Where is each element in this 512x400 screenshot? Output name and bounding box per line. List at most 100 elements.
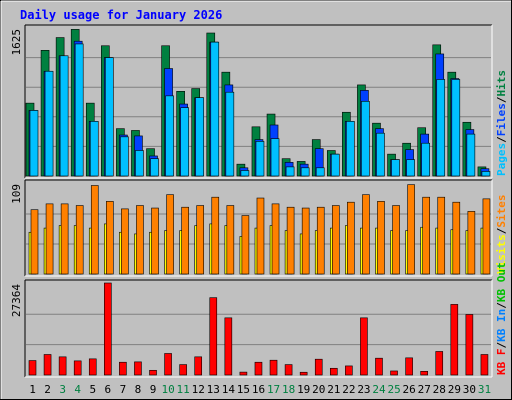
x-tick-label: 10 — [161, 383, 174, 396]
bar-pages — [361, 101, 370, 177]
bar-kbf — [149, 369, 157, 376]
x-tick-label: 13 — [207, 383, 220, 396]
bar-sites — [136, 205, 144, 275]
x-tick-label: 2 — [44, 383, 51, 396]
bar-kbf — [314, 358, 323, 376]
bar-pages — [225, 91, 235, 177]
x-tick-label: 30 — [463, 383, 476, 396]
bar-sites — [151, 207, 159, 275]
bar-kbf — [88, 358, 97, 376]
bar-pages — [466, 133, 476, 177]
bar-pages — [59, 55, 69, 177]
x-tick-label: 15 — [237, 383, 250, 396]
x-tick-label: 22 — [342, 383, 355, 396]
bar-pages — [315, 167, 325, 177]
legend-entry: KB Out — [495, 262, 508, 302]
bar-kbf — [299, 371, 308, 376]
x-tick-label: 5 — [89, 383, 96, 396]
bar-sites — [482, 198, 491, 275]
bar-sites — [271, 203, 280, 275]
bar-sites — [316, 206, 325, 275]
bar-sites — [377, 201, 385, 275]
bar-pages — [105, 57, 114, 177]
bar-kbf — [239, 371, 248, 376]
bar-sites — [181, 206, 189, 275]
x-tick-label: 16 — [252, 383, 265, 396]
bar-pages — [300, 167, 310, 177]
bar-kbf — [73, 360, 82, 376]
bar-sites — [422, 196, 430, 275]
bar-kbf — [209, 297, 218, 376]
bar-sites — [60, 203, 69, 275]
x-tick-label: 24 — [372, 383, 386, 396]
x-tick-label: 20 — [312, 383, 325, 396]
bar-sites — [211, 196, 220, 275]
x-tick-label: 31 — [478, 383, 491, 396]
bar-sites — [347, 201, 355, 275]
x-tick-label: 4 — [74, 383, 81, 396]
x-tick-label: 14 — [222, 383, 236, 396]
bar-pages — [451, 79, 461, 177]
bar-sites — [392, 205, 400, 275]
bar-kbf — [450, 304, 459, 376]
bar-sites — [286, 206, 295, 275]
x-tick-label: 12 — [192, 383, 205, 396]
bar-pages — [346, 121, 355, 177]
bar-kbf — [179, 364, 187, 376]
legend: Pages/Files/Hits — [495, 70, 508, 176]
legend-entry: / — [495, 136, 508, 143]
legend-entry: / — [495, 227, 508, 234]
x-tick-label: 19 — [297, 383, 310, 396]
bar-kbf — [104, 282, 112, 376]
bar-sites — [90, 185, 99, 275]
bar-sites — [166, 194, 174, 275]
bar-pages — [210, 41, 220, 177]
y-max-label: 27364 — [10, 284, 23, 317]
bar-sites — [226, 205, 235, 275]
bar-pages — [150, 158, 159, 177]
bar-sites — [331, 205, 340, 275]
bar-pages — [270, 138, 280, 177]
bar-pages — [195, 97, 205, 177]
bar-kbf — [329, 367, 338, 376]
legend-entry: Hits — [495, 70, 508, 97]
x-tick-label: 25 — [387, 383, 400, 396]
bar-pages — [29, 110, 39, 177]
legend-entry: Pages — [495, 143, 508, 176]
bar-sites — [452, 201, 461, 275]
bar-sites — [30, 209, 39, 275]
legend-entry: KB F — [495, 349, 508, 376]
legend-entry: / — [495, 342, 508, 349]
bar-pages — [436, 79, 446, 177]
bar-kbf — [119, 361, 127, 376]
bar-pages — [330, 153, 340, 177]
bar-kbf — [134, 361, 142, 376]
bar-pages — [421, 142, 430, 177]
x-tick-label: 17 — [267, 383, 280, 396]
legend: KB F/KB In/KB Out — [495, 262, 508, 375]
y-max-label: 109 — [10, 184, 23, 204]
bar-kbf — [269, 359, 278, 376]
legend-entry: KB In — [495, 309, 508, 342]
bar-pages — [180, 107, 189, 177]
bar-pages — [135, 150, 144, 177]
bar-kbf — [28, 360, 37, 376]
bar-kbf — [405, 357, 413, 376]
bar-sites — [75, 205, 84, 275]
bar-pages — [165, 95, 174, 177]
bar-sites — [196, 205, 205, 275]
bar-sites — [106, 201, 114, 275]
x-tick-label: 26 — [403, 383, 416, 396]
bar-kbf — [58, 356, 67, 376]
bar-kbf — [284, 364, 293, 376]
legend-entry: Visits — [495, 234, 508, 274]
panels: 1625Pages/Files/Hits109Visits/Sites27364… — [10, 24, 508, 378]
legend-entry: / — [495, 302, 508, 309]
bar-sites — [301, 207, 310, 275]
x-tick-label: 28 — [433, 383, 446, 396]
legend: Visits/Sites — [495, 195, 508, 275]
bar-kbf — [465, 314, 474, 376]
panel-background — [25, 280, 492, 377]
